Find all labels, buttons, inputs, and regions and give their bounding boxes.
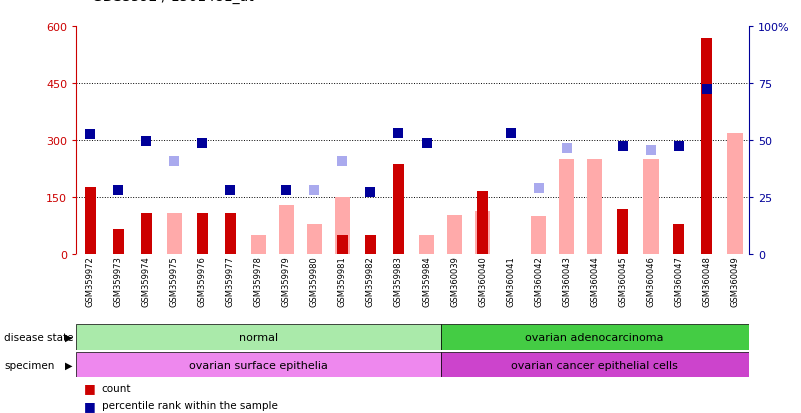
Text: normal: normal bbox=[239, 332, 278, 342]
Bar bbox=[365, 235, 376, 254]
Text: ■: ■ bbox=[84, 381, 96, 394]
Bar bbox=[643, 160, 658, 254]
Text: specimen: specimen bbox=[4, 360, 54, 370]
Bar bbox=[617, 209, 628, 254]
Bar bbox=[85, 188, 96, 254]
Text: ▶: ▶ bbox=[65, 332, 72, 342]
Bar bbox=[197, 213, 208, 254]
Bar bbox=[307, 225, 322, 254]
Text: GDS3592 / 1561481_at: GDS3592 / 1561481_at bbox=[92, 0, 254, 4]
Bar bbox=[76, 324, 441, 350]
Text: count: count bbox=[102, 383, 131, 393]
Text: ovarian adenocarcinoma: ovarian adenocarcinoma bbox=[525, 332, 664, 342]
Bar bbox=[477, 192, 489, 254]
Bar bbox=[393, 165, 405, 254]
Bar bbox=[251, 236, 266, 254]
Bar bbox=[76, 352, 441, 377]
Bar bbox=[441, 352, 749, 377]
Bar bbox=[673, 225, 684, 254]
Bar bbox=[167, 213, 182, 254]
Bar bbox=[337, 236, 348, 254]
Bar bbox=[447, 215, 462, 254]
Bar bbox=[587, 160, 602, 254]
Bar bbox=[419, 236, 434, 254]
Text: ▶: ▶ bbox=[65, 360, 72, 370]
Bar bbox=[475, 211, 490, 254]
Bar bbox=[727, 134, 743, 254]
Bar bbox=[335, 198, 350, 254]
Text: ovarian surface epithelia: ovarian surface epithelia bbox=[189, 360, 328, 370]
Text: ■: ■ bbox=[84, 399, 96, 412]
Bar bbox=[441, 324, 749, 350]
Bar bbox=[279, 206, 294, 254]
Bar bbox=[224, 213, 235, 254]
Text: percentile rank within the sample: percentile rank within the sample bbox=[102, 400, 278, 410]
Bar bbox=[112, 229, 123, 254]
Bar bbox=[141, 213, 152, 254]
Bar bbox=[702, 39, 712, 254]
Bar bbox=[531, 217, 546, 254]
Bar bbox=[559, 160, 574, 254]
Text: ovarian cancer epithelial cells: ovarian cancer epithelial cells bbox=[511, 360, 678, 370]
Text: disease state: disease state bbox=[4, 332, 74, 342]
